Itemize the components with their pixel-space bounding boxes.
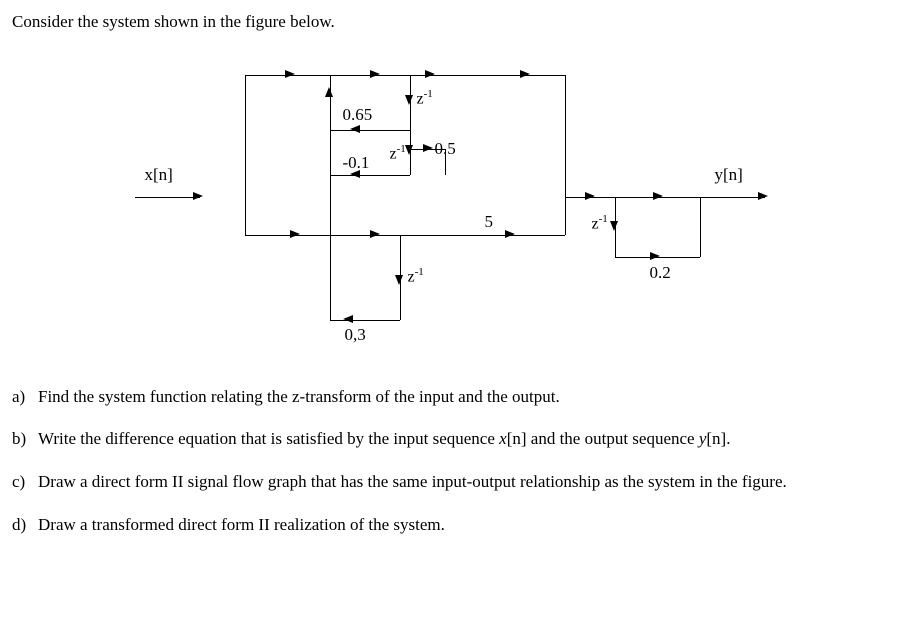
output-wire (700, 197, 765, 198)
arrow-icon (405, 95, 413, 105)
input-wire (135, 197, 200, 198)
wire (330, 130, 410, 131)
question-tag: a) (12, 385, 38, 410)
wire (565, 75, 566, 235)
arrow-icon (395, 275, 403, 285)
arrow-icon (405, 145, 413, 155)
delay-z-icon: z-1 (390, 142, 406, 166)
question-body: Find the system function relating the z-… (38, 385, 897, 410)
arrow-icon (423, 144, 433, 152)
wire (700, 197, 701, 257)
arrow-icon (290, 230, 300, 238)
arrow-icon (285, 70, 295, 78)
wire (445, 149, 446, 175)
wire (330, 235, 331, 320)
question-d: d) Draw a transformed direct form II rea… (12, 513, 897, 538)
arrow-icon (585, 192, 595, 200)
delay-z-icon: z-1 (592, 212, 608, 236)
question-b: b) Write the difference equation that is… (12, 427, 897, 452)
question-tag: b) (12, 427, 38, 452)
intro-text: Consider the system shown in the figure … (12, 10, 897, 35)
question-tag: d) (12, 513, 38, 538)
gain-0p2: 0.2 (650, 261, 671, 286)
wire (330, 320, 400, 321)
question-c: c) Draw a direct form II signal flow gra… (12, 470, 897, 495)
output-label: y[n] (715, 163, 743, 188)
wire (410, 75, 411, 175)
wire (330, 75, 331, 235)
arrow-icon (193, 192, 203, 200)
arrow-icon (370, 230, 380, 238)
arrow-icon (325, 87, 333, 97)
arrow-icon (610, 221, 618, 231)
delay-z-icon: z-1 (408, 265, 424, 289)
arrow-icon (650, 252, 660, 260)
question-list: a) Find the system function relating the… (12, 385, 897, 538)
wire (245, 75, 246, 235)
arrow-icon (505, 230, 515, 238)
delay-z-icon: z-1 (417, 87, 433, 111)
arrow-icon (370, 70, 380, 78)
system-diagram: x[n] y[n] 0.65 -0.1 0.5 5 0,3 z-1 z-1 z-… (105, 45, 805, 355)
arrow-icon (425, 70, 435, 78)
question-a: a) Find the system function relating the… (12, 385, 897, 410)
gain-0p3: 0,3 (345, 323, 366, 348)
question-body: Draw a transformed direct form II realiz… (38, 513, 897, 538)
gain-neg0p1: -0.1 (343, 151, 370, 176)
gain-0p65: 0.65 (343, 103, 373, 128)
question-body: Draw a direct form II signal flow graph … (38, 470, 897, 495)
arrow-icon (758, 192, 768, 200)
arrow-icon (520, 70, 530, 78)
wire (330, 175, 410, 176)
question-body: Write the difference equation that is sa… (38, 427, 897, 452)
arrow-icon (653, 192, 663, 200)
gain-5: 5 (485, 210, 494, 235)
question-tag: c) (12, 470, 38, 495)
input-label: x[n] (145, 163, 173, 188)
